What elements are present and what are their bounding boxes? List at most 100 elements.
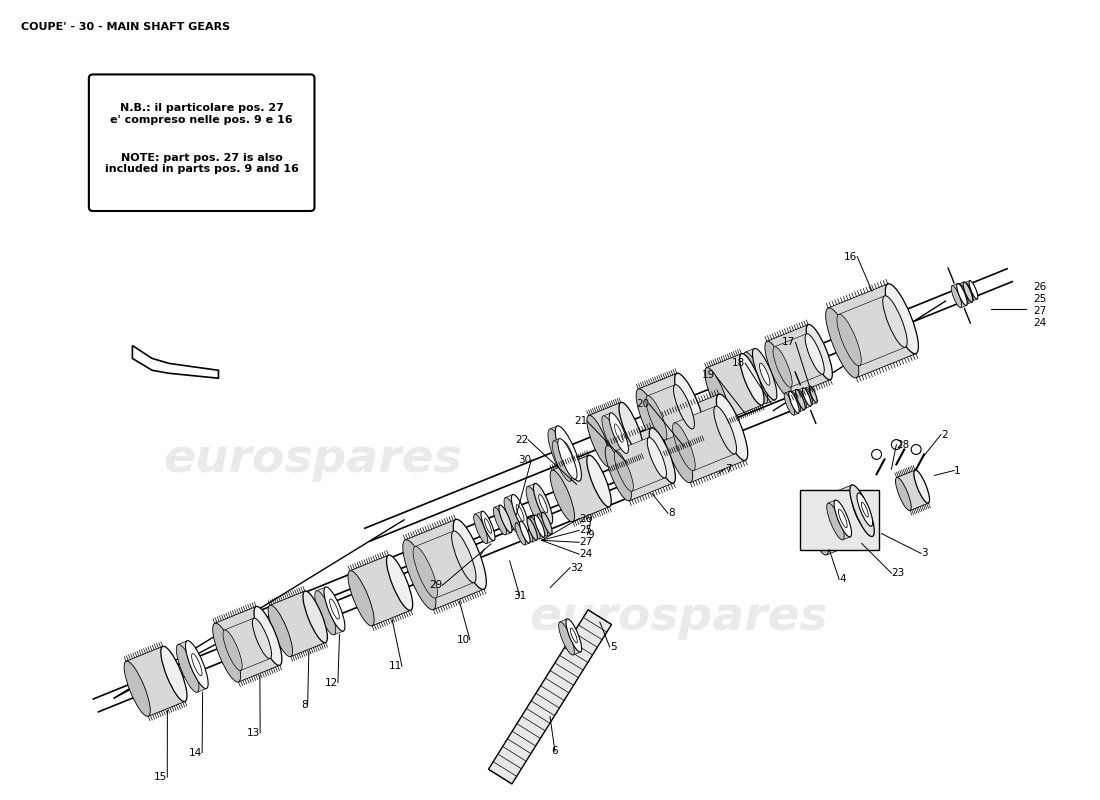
Ellipse shape bbox=[850, 485, 875, 537]
Ellipse shape bbox=[810, 386, 817, 402]
Ellipse shape bbox=[526, 486, 546, 527]
Text: eurospares: eurospares bbox=[163, 437, 462, 482]
Ellipse shape bbox=[744, 352, 768, 404]
Ellipse shape bbox=[161, 646, 187, 702]
Polygon shape bbox=[405, 519, 484, 610]
Ellipse shape bbox=[798, 390, 806, 408]
Ellipse shape bbox=[827, 503, 844, 540]
Text: NOTE: part pos. 27 is also
included in parts pos. 9 and 16: NOTE: part pos. 27 is also included in p… bbox=[104, 153, 298, 174]
FancyBboxPatch shape bbox=[89, 74, 315, 211]
Ellipse shape bbox=[570, 628, 578, 643]
Ellipse shape bbox=[614, 450, 634, 491]
Polygon shape bbox=[805, 386, 816, 405]
Ellipse shape bbox=[615, 424, 624, 442]
Polygon shape bbox=[806, 485, 872, 555]
Circle shape bbox=[891, 439, 901, 450]
Ellipse shape bbox=[649, 428, 675, 483]
Ellipse shape bbox=[403, 540, 436, 610]
Ellipse shape bbox=[522, 520, 532, 542]
Text: 23: 23 bbox=[891, 568, 904, 578]
Polygon shape bbox=[838, 296, 905, 366]
Ellipse shape bbox=[965, 282, 974, 301]
Polygon shape bbox=[552, 455, 609, 522]
Ellipse shape bbox=[834, 500, 851, 537]
Text: 29: 29 bbox=[429, 580, 442, 590]
Ellipse shape bbox=[124, 661, 151, 717]
Polygon shape bbox=[350, 555, 410, 626]
Text: 26: 26 bbox=[1033, 282, 1046, 293]
Text: 27: 27 bbox=[1033, 306, 1046, 316]
Ellipse shape bbox=[605, 446, 631, 501]
Circle shape bbox=[463, 571, 475, 583]
Ellipse shape bbox=[541, 512, 552, 534]
Text: COUPE' - 30 - MAIN SHAFT GEARS: COUPE' - 30 - MAIN SHAFT GEARS bbox=[21, 22, 230, 32]
Ellipse shape bbox=[324, 587, 345, 631]
Ellipse shape bbox=[586, 455, 612, 507]
Ellipse shape bbox=[739, 354, 764, 405]
Ellipse shape bbox=[851, 495, 867, 529]
Ellipse shape bbox=[952, 286, 961, 308]
Polygon shape bbox=[663, 394, 746, 482]
Ellipse shape bbox=[552, 441, 572, 482]
Ellipse shape bbox=[806, 325, 833, 380]
Ellipse shape bbox=[563, 442, 574, 466]
Text: 28: 28 bbox=[896, 439, 910, 450]
Ellipse shape bbox=[609, 413, 628, 454]
Polygon shape bbox=[178, 641, 207, 692]
Polygon shape bbox=[224, 618, 271, 670]
Text: 17: 17 bbox=[782, 338, 795, 347]
Circle shape bbox=[871, 450, 881, 459]
Text: 10: 10 bbox=[456, 634, 470, 645]
Ellipse shape bbox=[386, 555, 412, 610]
Ellipse shape bbox=[791, 391, 801, 412]
Ellipse shape bbox=[883, 296, 908, 347]
Ellipse shape bbox=[566, 619, 582, 652]
Ellipse shape bbox=[764, 341, 791, 397]
Text: 26: 26 bbox=[579, 514, 593, 523]
Ellipse shape bbox=[504, 498, 521, 534]
Text: 21: 21 bbox=[574, 417, 587, 426]
Ellipse shape bbox=[773, 346, 792, 387]
Ellipse shape bbox=[176, 644, 199, 692]
Text: 8: 8 bbox=[668, 508, 674, 518]
Text: 16: 16 bbox=[844, 251, 857, 262]
Polygon shape bbox=[799, 388, 811, 408]
Text: 3: 3 bbox=[921, 548, 927, 558]
Text: 25: 25 bbox=[579, 526, 593, 535]
Ellipse shape bbox=[315, 590, 336, 635]
Polygon shape bbox=[959, 282, 972, 304]
Polygon shape bbox=[270, 591, 326, 657]
Ellipse shape bbox=[958, 284, 968, 304]
Polygon shape bbox=[505, 494, 528, 534]
Text: 8: 8 bbox=[301, 700, 308, 710]
Text: 9: 9 bbox=[587, 530, 594, 540]
Polygon shape bbox=[214, 606, 279, 682]
Ellipse shape bbox=[857, 493, 872, 526]
Ellipse shape bbox=[826, 308, 859, 378]
Ellipse shape bbox=[587, 415, 612, 467]
Text: 11: 11 bbox=[388, 662, 401, 671]
Ellipse shape bbox=[254, 606, 282, 666]
Ellipse shape bbox=[452, 531, 476, 582]
Ellipse shape bbox=[674, 374, 704, 436]
Ellipse shape bbox=[969, 281, 978, 299]
Ellipse shape bbox=[886, 284, 918, 354]
Text: 32: 32 bbox=[570, 562, 583, 573]
Ellipse shape bbox=[537, 514, 548, 536]
Ellipse shape bbox=[481, 511, 495, 541]
Ellipse shape bbox=[636, 389, 666, 451]
Ellipse shape bbox=[556, 426, 582, 481]
Polygon shape bbox=[415, 531, 474, 598]
Text: 13: 13 bbox=[246, 728, 260, 738]
Polygon shape bbox=[745, 349, 776, 403]
Ellipse shape bbox=[252, 618, 272, 658]
Polygon shape bbox=[767, 325, 830, 396]
Ellipse shape bbox=[838, 510, 847, 528]
Polygon shape bbox=[530, 515, 544, 539]
Ellipse shape bbox=[673, 385, 694, 429]
Text: 20: 20 bbox=[636, 399, 649, 409]
Polygon shape bbox=[674, 406, 735, 470]
Polygon shape bbox=[524, 518, 537, 542]
Polygon shape bbox=[828, 500, 850, 540]
Ellipse shape bbox=[957, 283, 967, 306]
